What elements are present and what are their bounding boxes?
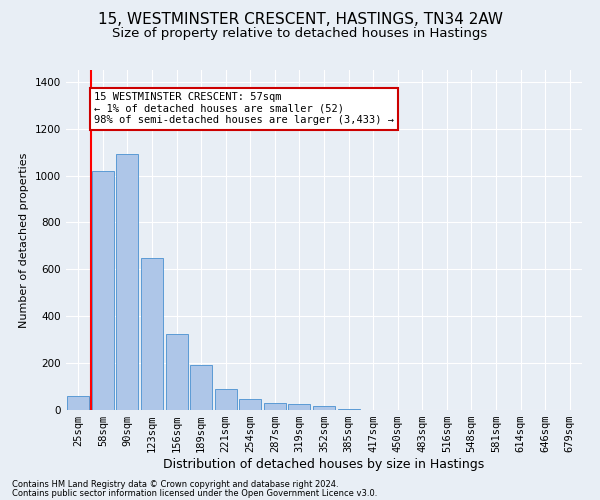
Bar xyxy=(215,389,237,410)
Bar xyxy=(67,396,89,410)
Bar xyxy=(338,409,359,410)
Bar xyxy=(313,406,335,410)
X-axis label: Distribution of detached houses by size in Hastings: Distribution of detached houses by size … xyxy=(163,458,485,471)
Bar xyxy=(289,404,310,410)
Bar xyxy=(264,404,286,410)
Bar xyxy=(239,400,262,410)
Bar xyxy=(166,334,188,410)
Bar xyxy=(92,171,114,410)
Text: Contains public sector information licensed under the Open Government Licence v3: Contains public sector information licen… xyxy=(12,488,377,498)
Bar xyxy=(116,154,139,410)
Text: 15, WESTMINSTER CRESCENT, HASTINGS, TN34 2AW: 15, WESTMINSTER CRESCENT, HASTINGS, TN34… xyxy=(97,12,503,28)
Text: Contains HM Land Registry data © Crown copyright and database right 2024.: Contains HM Land Registry data © Crown c… xyxy=(12,480,338,489)
Y-axis label: Number of detached properties: Number of detached properties xyxy=(19,152,29,328)
Text: Size of property relative to detached houses in Hastings: Size of property relative to detached ho… xyxy=(112,28,488,40)
Bar xyxy=(141,258,163,410)
Text: 15 WESTMINSTER CRESCENT: 57sqm
← 1% of detached houses are smaller (52)
98% of s: 15 WESTMINSTER CRESCENT: 57sqm ← 1% of d… xyxy=(94,92,394,126)
Bar xyxy=(190,366,212,410)
